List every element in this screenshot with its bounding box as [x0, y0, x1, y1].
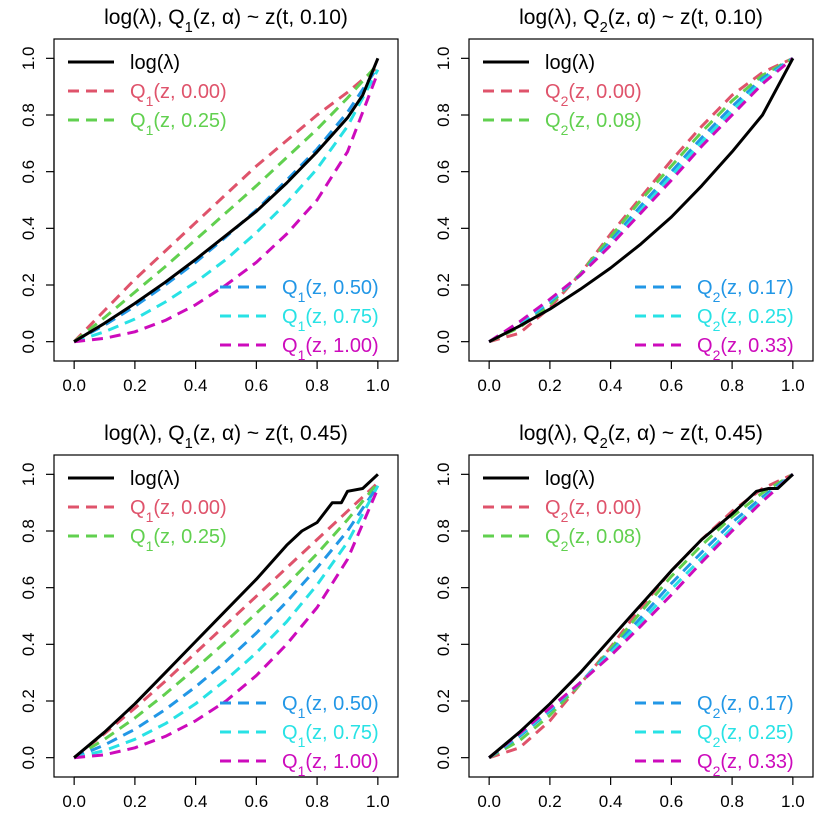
- x-tick-label: 0.8: [305, 376, 329, 395]
- y-tick-label: 0.0: [434, 746, 453, 770]
- x-tick-label: 0.6: [660, 376, 684, 395]
- series-line-blue: [73, 484, 380, 760]
- chart-panel-1: log(λ), Q1(z, α) ~ z(t, 0.10) 0.0 0.2 0.4 0.…: [19, 6, 399, 395]
- series-line-green: [73, 63, 380, 343]
- y-tick-label: 0.8: [19, 519, 38, 543]
- legend-bottom-item-label: Q2(z, 0.25): [697, 306, 794, 334]
- series-line-red: [73, 65, 379, 343]
- chart-title: log(λ), Q2(z, α) ~ z(t, 0.10): [519, 6, 763, 36]
- legend-top-item-label: Q1(z, 0.00): [130, 81, 227, 109]
- x-tick-label: 0.6: [245, 792, 269, 811]
- series-line-cyan: [73, 484, 380, 760]
- legend-bottom-item-label: Q1(z, 0.75): [282, 306, 379, 334]
- y-tick-label: 0.0: [434, 330, 453, 354]
- y-tick-label: 1.0: [434, 463, 453, 487]
- legend-bottom-item-label: Q1(z, 1.00): [282, 335, 379, 363]
- x-tick-label: 1.0: [781, 376, 805, 395]
- legend-top-item-label: log(λ): [545, 52, 595, 74]
- x-tick-label: 0.0: [62, 376, 86, 395]
- x-tick-label: 0.2: [123, 376, 147, 395]
- y-tick-label: 0.6: [434, 160, 453, 184]
- y-tick-label: 0.6: [434, 576, 453, 600]
- legend-top-item-label: log(λ): [545, 468, 595, 490]
- x-tick-label: 0.8: [305, 792, 329, 811]
- series-line-red: [73, 481, 379, 759]
- x-tick-label: 0.0: [477, 376, 501, 395]
- x-tick-label: 0.8: [720, 792, 744, 811]
- chart-title: log(λ), Q1(z, α) ~ z(t, 0.10): [104, 6, 348, 36]
- y-tick-label: 0.2: [19, 273, 38, 297]
- x-tick-label: 0.4: [599, 376, 623, 395]
- legend-top-item-label: Q2(z, 0.08): [545, 526, 642, 554]
- x-tick-label: 1.0: [366, 376, 390, 395]
- legend-bottom-item-label: Q2(z, 0.25): [697, 722, 794, 750]
- y-tick-label: 0.8: [434, 519, 453, 543]
- chart-title: log(λ), Q2(z, α) ~ z(t, 0.45): [519, 422, 763, 452]
- y-tick-label: 0.6: [19, 576, 38, 600]
- series-line-magenta: [488, 57, 794, 343]
- legend-top-item-label: Q2(z, 0.00): [545, 497, 642, 525]
- x-tick-label: 0.0: [477, 792, 501, 811]
- legend-top-item-label: Q2(z, 0.08): [545, 110, 642, 138]
- legend-bottom-item-label: Q2(z, 0.17): [697, 277, 794, 305]
- y-tick-label: 0.4: [19, 217, 38, 241]
- legend-top-item-label: log(λ): [130, 468, 180, 490]
- legend-top-item-label: Q1(z, 0.25): [130, 526, 227, 554]
- series-line-black: [488, 473, 794, 759]
- y-tick-label: 0.6: [19, 160, 38, 184]
- legend-top-item-label: Q2(z, 0.00): [545, 81, 642, 109]
- legend-bottom-item-label: Q2(z, 0.33): [697, 335, 794, 363]
- x-tick-label: 0.6: [245, 376, 269, 395]
- y-tick-label: 1.0: [434, 47, 453, 71]
- series-line-green: [73, 481, 380, 759]
- x-tick-label: 1.0: [366, 792, 390, 811]
- y-tick-label: 0.0: [19, 330, 38, 354]
- x-tick-label: 0.4: [184, 376, 208, 395]
- series-line-magenta: [73, 487, 380, 760]
- y-tick-label: 0.4: [19, 633, 38, 657]
- y-tick-label: 1.0: [19, 463, 38, 487]
- x-tick-label: 0.2: [538, 376, 562, 395]
- series-line-green: [488, 473, 794, 760]
- y-tick-label: 0.2: [19, 689, 38, 713]
- legend-top-item-label: Q1(z, 0.25): [130, 110, 227, 138]
- y-tick-label: 0.2: [434, 273, 453, 297]
- x-tick-label: 0.4: [599, 792, 623, 811]
- x-tick-label: 1.0: [781, 792, 805, 811]
- legend-bottom-item-label: Q1(z, 0.50): [282, 693, 379, 721]
- y-tick-label: 0.8: [19, 103, 38, 127]
- y-tick-label: 0.8: [434, 103, 453, 127]
- series-line-magenta: [73, 71, 380, 344]
- x-tick-label: 0.4: [184, 792, 208, 811]
- legend-top-item-label: Q1(z, 0.00): [130, 497, 227, 525]
- legend-bottom-item-label: Q2(z, 0.33): [697, 751, 794, 779]
- x-tick-label: 0.8: [720, 376, 744, 395]
- x-tick-label: 0.6: [660, 792, 684, 811]
- legend-bottom-item-label: Q2(z, 0.17): [697, 693, 794, 721]
- chart-panel-4: log(λ), Q2(z, α) ~ z(t, 0.45) 0.0 0.2 0.4 0.…: [434, 422, 814, 811]
- series-line-black: [73, 57, 380, 343]
- x-tick-label: 0.2: [538, 792, 562, 811]
- x-tick-label: 0.2: [123, 792, 147, 811]
- y-tick-label: 0.4: [434, 633, 453, 657]
- series-line-black: [73, 473, 379, 759]
- legend-bottom-item-label: Q1(z, 0.50): [282, 277, 379, 305]
- y-tick-label: 1.0: [19, 47, 38, 71]
- y-tick-label: 0.2: [434, 689, 453, 713]
- chart-title: log(λ), Q1(z, α) ~ z(t, 0.45): [104, 422, 348, 452]
- series-line-blue: [73, 65, 380, 344]
- y-tick-label: 0.4: [434, 217, 453, 241]
- x-tick-label: 0.0: [62, 792, 86, 811]
- chart-panel-2: log(λ), Q2(z, α) ~ z(t, 0.10) 0.0 0.2 0.4 0.…: [434, 6, 814, 395]
- chart-panel-3: log(λ), Q1(z, α) ~ z(t, 0.45) 0.0 0.2 0.4 0.…: [19, 422, 399, 811]
- legend-bottom-item-label: Q1(z, 0.75): [282, 722, 379, 750]
- y-tick-label: 0.0: [19, 746, 38, 770]
- series-line-green: [488, 56, 794, 344]
- series-line-magenta: [488, 473, 794, 759]
- series-line-black: [488, 57, 795, 344]
- legend-bottom-item-label: Q1(z, 1.00): [282, 751, 379, 779]
- legend-top-item-label: log(λ): [130, 52, 180, 74]
